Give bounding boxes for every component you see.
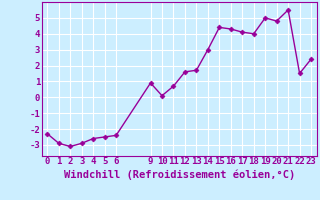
X-axis label: Windchill (Refroidissement éolien,°C): Windchill (Refroidissement éolien,°C)	[64, 169, 295, 180]
